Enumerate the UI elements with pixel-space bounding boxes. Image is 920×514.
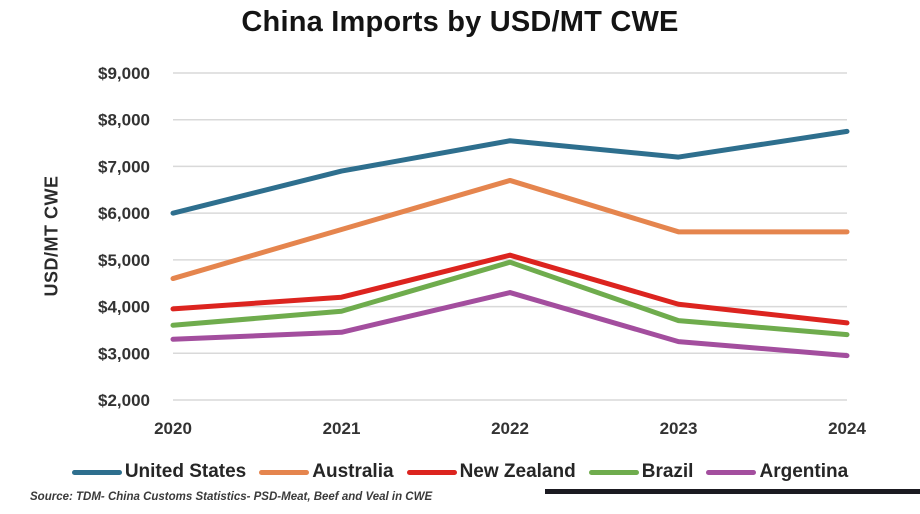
x-tick-label: 2021 (323, 419, 361, 438)
y-tick-label: $3,000 (98, 344, 150, 363)
series-line-argentina (170, 290, 850, 359)
legend-item-new-zealand: New Zealand (406, 461, 576, 483)
y-tick-label: $6,000 (98, 204, 150, 223)
x-tick-label: 2022 (491, 419, 529, 438)
chart-title: China Imports by USD/MT CWE (241, 6, 679, 38)
legend-swatch-australia (259, 469, 310, 475)
x-tick-label: 2023 (660, 419, 698, 438)
y-tick-label: $5,000 (98, 251, 150, 270)
series-line-australia (170, 177, 850, 282)
legend-label: Australia (312, 461, 394, 482)
x-tick-label: 2024 (828, 419, 866, 438)
legend-swatch-new-zealand (406, 469, 457, 475)
y-tick-label: $4,000 (98, 298, 150, 317)
source-note: Source: TDM- China Customs Statistics- P… (30, 491, 433, 503)
legend-item-argentina: Argentina (706, 461, 848, 483)
legend-swatch-brazil (588, 469, 639, 475)
y-tick-label: $9,000 (98, 64, 150, 83)
series-line-united-states (170, 128, 850, 216)
legend-swatch-united-states (71, 469, 122, 475)
y-tick-label: $8,000 (98, 111, 150, 130)
legend-label: United States (124, 461, 247, 482)
x-tick-label: 2020 (154, 419, 192, 438)
y-tick-label: $7,000 (98, 157, 150, 176)
legend-item-australia: Australia (259, 461, 394, 483)
bottom-dark-strip (545, 489, 920, 494)
legend-label: Brazil (641, 461, 694, 482)
legend-item-brazil: Brazil (588, 461, 694, 483)
legend-item-united-states: United States (71, 461, 247, 483)
series-line-brazil (170, 259, 850, 338)
y-tick-label: $2,000 (98, 391, 150, 410)
series-line-new-zealand (170, 252, 850, 326)
legend-label: Argentina (759, 461, 849, 482)
legend-swatch-argentina (706, 469, 757, 475)
chart-legend: United States Australia New Zealand Brazil A… (0, 461, 920, 483)
legend-label: New Zealand (459, 461, 576, 482)
